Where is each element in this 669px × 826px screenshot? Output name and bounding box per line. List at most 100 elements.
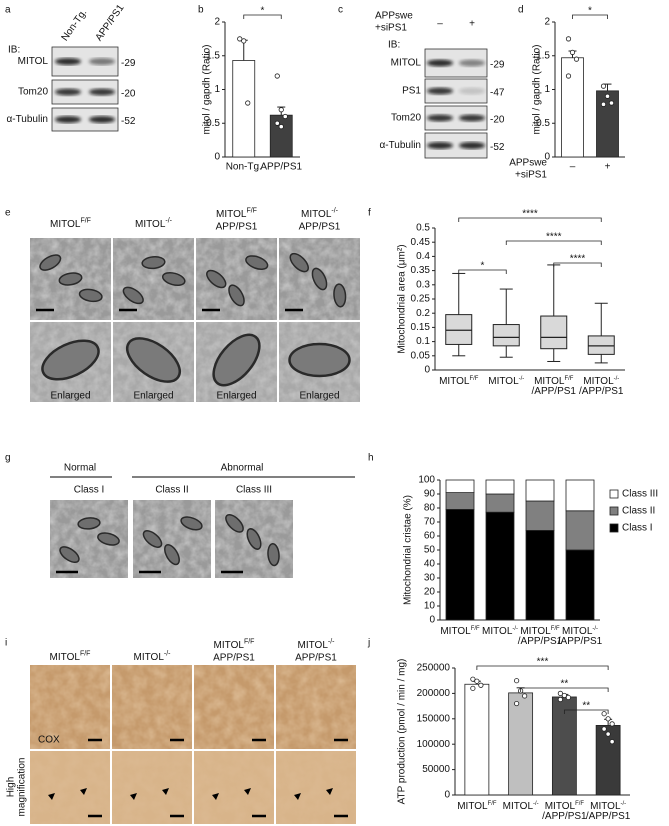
blot-row-label: Tom20 [391, 113, 421, 124]
panel-letter: j [367, 638, 370, 649]
bar [269, 114, 293, 158]
data-point [278, 107, 284, 113]
y-tick-label: 40 [424, 559, 436, 570]
bar-segment [565, 479, 595, 512]
data-point [605, 731, 611, 737]
significance-bracket [476, 665, 609, 670]
label-sup: -/- [165, 217, 172, 224]
legend-swatch [609, 489, 619, 499]
data-point [609, 739, 615, 745]
label-sup: F/F [80, 217, 91, 224]
data-point [573, 56, 580, 62]
y-tick-label: 1.5 [206, 50, 220, 61]
label-sup: -/- [614, 376, 620, 382]
label-suffix: /APP/PS1 [542, 811, 587, 822]
bar-segment [485, 493, 515, 513]
mitochondrion [126, 337, 181, 383]
significance-bracket [458, 269, 507, 274]
mitochondrion [78, 288, 103, 303]
blot-band [427, 142, 453, 149]
category-label: MITOLF/F [457, 801, 497, 812]
label-sup: F/F [575, 801, 584, 807]
y-tick-label: 50 [424, 545, 436, 556]
histo-image [30, 665, 110, 749]
histo-image [112, 665, 192, 749]
data-point [604, 93, 611, 99]
label-sup: F/F [246, 207, 257, 214]
label-sup: -/- [592, 626, 598, 632]
panel-letter: d [518, 5, 524, 16]
class-label: Class II [155, 485, 188, 496]
label-text: MITOL [482, 626, 513, 637]
y-tick-label: 100000 [417, 739, 451, 750]
label-line2: APP/PS1 [213, 653, 255, 664]
label-text: MITOL [520, 626, 551, 637]
mitochondrion [142, 530, 163, 548]
data-point [514, 678, 520, 684]
label-suffix: /APP/PS1 [558, 636, 603, 647]
label-sup: F/F [469, 376, 478, 382]
data-point [478, 682, 484, 688]
significance-label: * [481, 261, 485, 272]
arrowhead [162, 788, 169, 795]
blot-band [55, 116, 81, 123]
x-axis-label: +siPS1 [515, 170, 547, 181]
significance-bracket [505, 240, 602, 245]
data-point [565, 36, 572, 42]
blot-strip [51, 107, 119, 132]
blot-row-label: α-Tubulin [379, 140, 421, 151]
box [445, 314, 473, 345]
data-point [282, 113, 288, 120]
data-point [274, 73, 280, 79]
data-point [565, 694, 571, 701]
arrowhead [294, 793, 301, 800]
mitochondrion [180, 516, 203, 531]
y-tick-label: 0 [424, 365, 430, 376]
category-label: MITOLF/F [534, 376, 574, 387]
blot-row-label: α-Tubulin [6, 114, 48, 125]
significance-label: **** [570, 254, 586, 265]
x-axis-label: APPswe [509, 158, 547, 169]
y-tick-label: 30 [424, 573, 436, 584]
blot-column: Non-Tg. [60, 7, 90, 43]
mitochondrion [59, 546, 80, 564]
data-point [600, 101, 607, 107]
category-label: MITOLF/F [520, 626, 560, 637]
label-text: MITOL [440, 626, 471, 637]
y-tick-label: 0.25 [411, 294, 431, 305]
enlarged-label: Enlarged [50, 391, 90, 402]
bar [596, 90, 619, 158]
blot-band [427, 114, 453, 122]
class-label: Class I [74, 485, 105, 496]
category-label: MITOL-/- [590, 801, 626, 812]
panel-letter: h [368, 453, 374, 464]
blot-band [459, 87, 485, 95]
y-tick-label: 80 [424, 503, 436, 514]
data-point [522, 693, 528, 699]
y-tick-label: 0.5 [206, 118, 220, 129]
arrowhead [80, 788, 87, 795]
histo-hm [112, 751, 192, 824]
mitochondrion [311, 267, 328, 291]
y-tick-label: 2 [544, 17, 550, 28]
label-text: MITOL [457, 801, 488, 812]
mitochondrion [39, 254, 62, 271]
label-text: MITOL [134, 652, 165, 663]
category-label: MITOLF/F [440, 626, 480, 637]
blot-column: – [437, 19, 443, 30]
data-point [608, 100, 615, 106]
category-label: MITOL-/- [482, 626, 518, 637]
arrowhead [244, 788, 251, 795]
label-sup: -/- [519, 376, 525, 382]
arrowhead [130, 793, 137, 800]
y-tick-label: 70 [424, 517, 436, 528]
blot-band [55, 58, 81, 65]
bar [464, 683, 490, 796]
mitochondrion [212, 333, 261, 387]
category-label: MITOL-/- [135, 217, 173, 229]
significance-label: **** [546, 232, 562, 243]
significance-bracket [563, 709, 609, 714]
label-sup: F/F [488, 801, 497, 807]
bar-segment [565, 510, 595, 551]
